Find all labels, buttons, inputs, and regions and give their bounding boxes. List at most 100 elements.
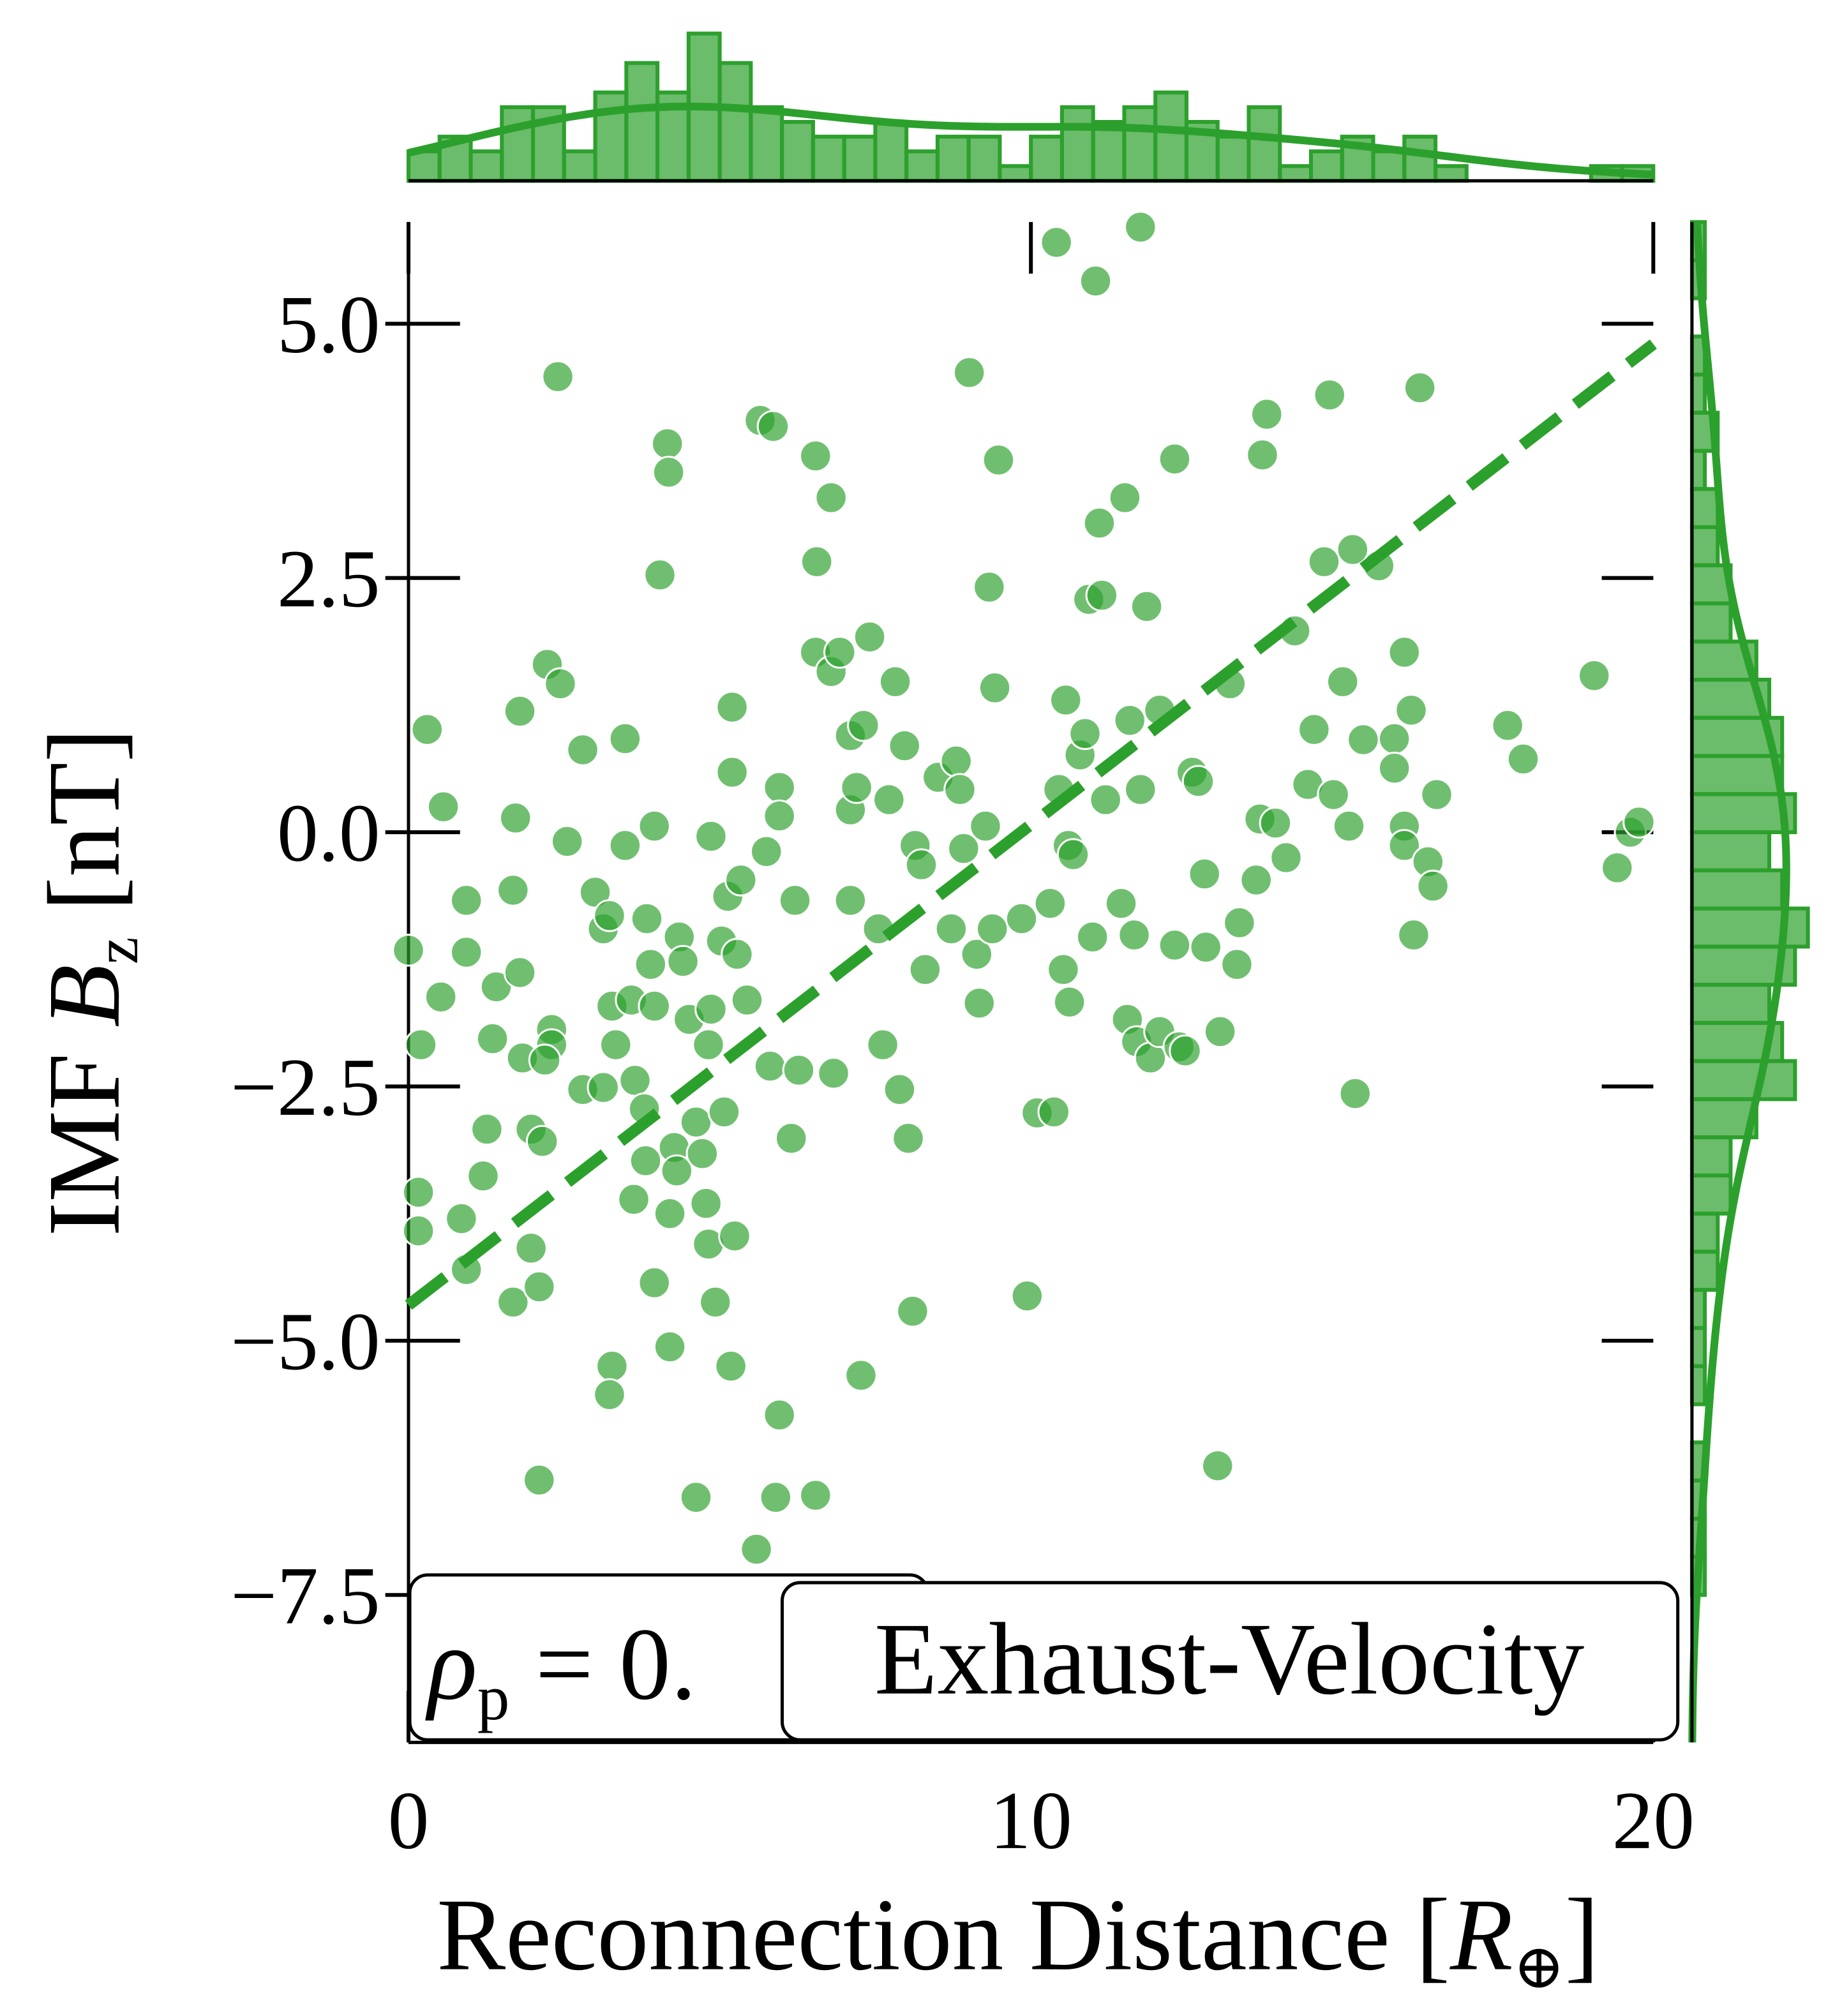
y-tick-label: −2.5 xyxy=(230,1042,380,1133)
scatter-point xyxy=(410,713,444,746)
scatter-point xyxy=(763,799,796,833)
histogram-bar xyxy=(1153,90,1188,183)
histogram-bar xyxy=(1689,487,1720,530)
scatter-point xyxy=(817,1057,850,1090)
scatter-point xyxy=(1108,481,1142,514)
scatter-point xyxy=(544,667,577,701)
histogram-bar xyxy=(1689,1250,1720,1292)
scatter-point xyxy=(952,356,986,389)
scatter-point xyxy=(404,1028,438,1061)
scatter-point xyxy=(1201,1449,1234,1482)
scatter-point xyxy=(724,863,758,897)
scatter-point xyxy=(878,665,912,698)
scatter-point xyxy=(699,1285,732,1319)
histogram-bar xyxy=(1215,135,1251,183)
scatter-point xyxy=(1259,806,1292,840)
y-axis-label-sub: z xyxy=(82,937,151,964)
trend-line xyxy=(405,339,1657,1310)
scatter-point xyxy=(873,783,906,816)
scatter-point xyxy=(1169,1034,1202,1068)
scatter-point xyxy=(638,809,671,843)
scatter-point xyxy=(1377,751,1411,785)
scatter-point xyxy=(1317,778,1350,811)
histogram-bar xyxy=(1689,1135,1733,1177)
scatter-point xyxy=(1089,783,1122,816)
scatter-point xyxy=(550,825,584,858)
scatter-point xyxy=(392,934,425,967)
y-tick-label: −7.5 xyxy=(230,1550,380,1641)
x-axis-label-var: R xyxy=(1449,1878,1513,1992)
scatter-point xyxy=(498,802,532,835)
histogram-bar xyxy=(562,149,597,183)
y-tick-label: 5.0 xyxy=(277,279,380,370)
scatter-point xyxy=(593,899,626,932)
scatter-point xyxy=(1377,722,1411,756)
scatter-point xyxy=(978,671,1012,705)
scatter-point xyxy=(947,832,980,865)
scatter-point xyxy=(1085,579,1119,612)
scatter-point xyxy=(679,1481,713,1514)
scatter-point xyxy=(721,937,754,971)
scatter-point xyxy=(630,902,664,936)
annotation-sub: p xyxy=(477,1662,509,1733)
scatter-point xyxy=(756,410,790,443)
scatter-point xyxy=(1118,918,1151,952)
y-axis-label-text: IMF xyxy=(27,1027,141,1237)
scatter-point xyxy=(528,1043,562,1077)
scatter-point xyxy=(814,481,848,514)
scatter-point xyxy=(1037,1095,1070,1129)
scatter-point xyxy=(973,571,1006,604)
histogram-bar xyxy=(1689,1059,1797,1101)
histogram-bar xyxy=(624,61,660,183)
histogram-bar xyxy=(1689,1325,1707,1368)
scatter-point xyxy=(426,790,460,823)
scatter-point xyxy=(1033,886,1067,920)
scatter-point xyxy=(934,912,968,946)
scatter-point xyxy=(1403,371,1437,405)
scatter-point xyxy=(866,1028,899,1061)
scatter-point xyxy=(497,1285,530,1319)
scatter-point xyxy=(883,1073,917,1106)
scatter-point xyxy=(1005,902,1038,936)
histogram-bar xyxy=(1689,830,1772,872)
scatter-point xyxy=(401,1214,435,1248)
scatter-point xyxy=(634,948,668,981)
scatter-point xyxy=(834,884,867,917)
scatter-point xyxy=(679,1105,713,1139)
scatter-point xyxy=(467,1159,500,1193)
scatter-point xyxy=(1181,765,1215,798)
histogram-bar xyxy=(873,120,909,183)
scatter-point xyxy=(638,989,671,1023)
scatter-point xyxy=(514,1232,548,1265)
histogram-bar xyxy=(1689,1211,1720,1254)
y-tick-label: 2.5 xyxy=(277,533,380,624)
scatter-point xyxy=(653,1330,687,1364)
x-axis-label-sub: ⊕ xyxy=(1513,1933,1565,2001)
scatter-point xyxy=(1047,953,1080,986)
scatter-point xyxy=(401,1176,435,1209)
histogram-bar xyxy=(717,61,753,183)
scatter-point xyxy=(525,1124,559,1158)
scatter-point xyxy=(1113,704,1146,737)
histogram-bar xyxy=(1689,449,1707,491)
scatter-point xyxy=(1124,211,1157,244)
x-axis-label-text: Reconnection Distance [ xyxy=(437,1878,1449,1992)
scatter-point xyxy=(1158,442,1192,475)
scatter-point xyxy=(943,773,977,806)
histogram-bar xyxy=(780,120,815,183)
histogram-bar xyxy=(1689,1173,1733,1216)
histogram-bar xyxy=(998,164,1033,183)
scatter-point xyxy=(541,360,574,393)
annotation-rest: = 0. xyxy=(509,1607,696,1721)
scatter-point xyxy=(1189,930,1222,964)
histogram-bar xyxy=(1060,105,1095,183)
scatter-point xyxy=(844,1359,878,1392)
scatter-point xyxy=(892,1121,925,1155)
histogram-bar xyxy=(500,105,536,183)
annotation-box xyxy=(780,1581,1680,1742)
x-axis-label: Reconnection Distance [R⊕] xyxy=(437,1878,1599,2001)
scatter-point xyxy=(1082,506,1116,540)
scatter-point xyxy=(593,1378,626,1412)
histogram-bar xyxy=(1402,135,1438,183)
histogram-bar xyxy=(1689,1288,1707,1330)
